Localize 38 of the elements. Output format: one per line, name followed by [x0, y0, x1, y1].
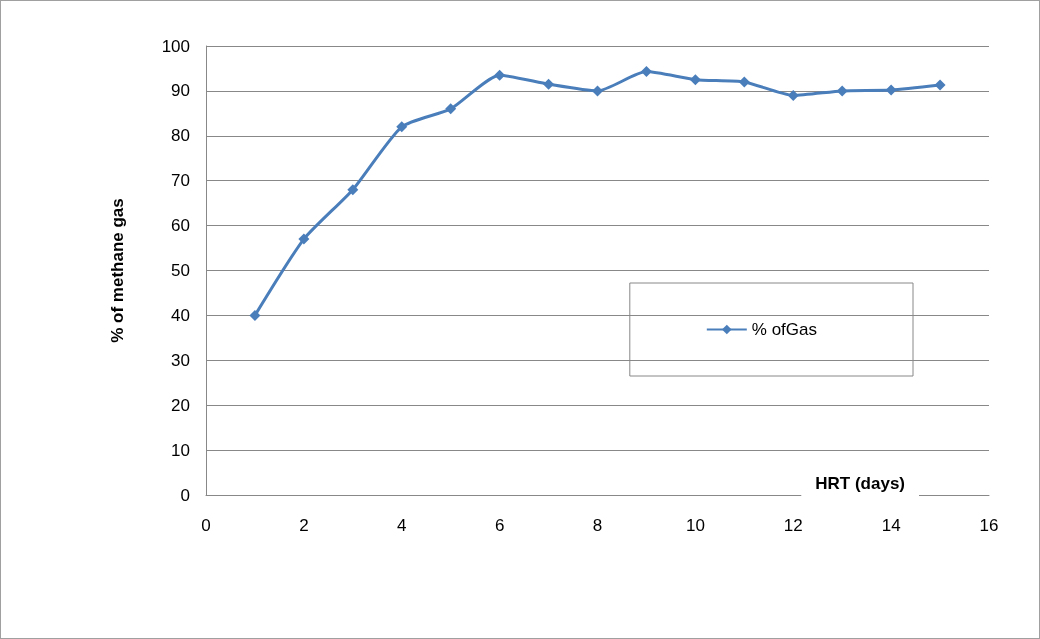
point	[494, 69, 506, 81]
point	[396, 121, 408, 133]
point	[836, 85, 848, 97]
point	[885, 84, 897, 96]
x-axis-title: HRT (days)	[815, 474, 905, 493]
y-tick-label: 0	[180, 485, 190, 505]
point	[347, 184, 359, 196]
x-tick-label: 14	[881, 516, 901, 535]
point	[543, 78, 555, 90]
point	[689, 74, 701, 86]
x-tick-label: 4	[397, 516, 407, 535]
x-tick-label: 12	[783, 516, 803, 535]
point	[445, 103, 457, 115]
x-tick-label: 6	[494, 516, 505, 535]
y-tick-label: 40	[171, 305, 190, 325]
y-tick-label: 10	[171, 440, 190, 460]
x-tick-label: 2	[299, 516, 309, 535]
y-tick-label: 50	[171, 261, 190, 280]
y-tick-label: 100	[161, 36, 190, 56]
x-tick-label: 16	[979, 516, 999, 535]
point	[787, 89, 799, 101]
y-tick-label: 80	[171, 126, 190, 146]
y-tick-label: 30	[171, 350, 190, 370]
y-tick-label: 60	[171, 216, 190, 236]
point	[934, 79, 946, 91]
x-tick-label: 0	[201, 516, 211, 535]
point	[738, 76, 750, 88]
y-axis-title: % of methane gas	[108, 198, 127, 343]
legend-label: % ofGas	[751, 320, 818, 339]
y-tick-label: 70	[171, 171, 190, 191]
point	[298, 233, 310, 245]
point	[249, 309, 261, 321]
y-tick-label: 90	[171, 81, 190, 101]
point	[592, 85, 603, 97]
x-tick-label: 10	[685, 516, 705, 535]
x-tick-label: 8	[592, 516, 603, 535]
y-tick-label: 20	[171, 395, 190, 415]
point	[640, 66, 652, 78]
